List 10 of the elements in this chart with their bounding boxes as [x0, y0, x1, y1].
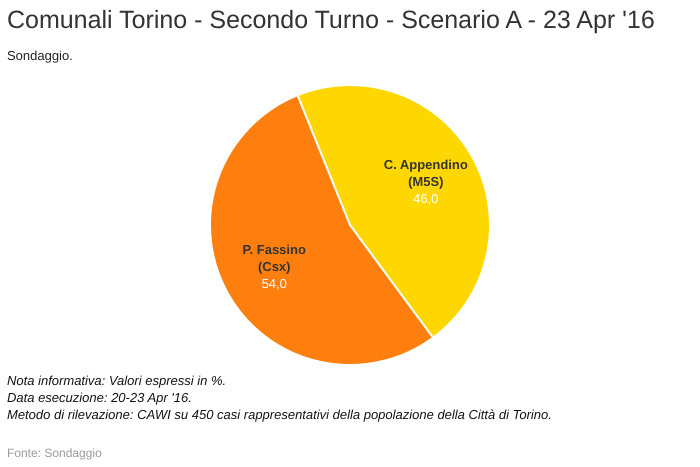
text: Data esecuzione: 20-23 Apr '16. — [7, 389, 193, 406]
source-note: Fonte: Sondaggio — [7, 446, 102, 460]
data-label: 46,0 — [413, 191, 438, 206]
slice-label: C. Appendino (M5S) — [384, 157, 468, 190]
text: Sondaggio. — [7, 48, 73, 63]
text: Nota informativa: Valori espressi in %. — [7, 372, 228, 389]
data-label: 54,0 — [262, 276, 287, 291]
slice-label: P. Fassino (Csx) — [242, 242, 306, 274]
text: Metodo di rilevazione: CAWI su 450 casi rappresentativi della popolazione della Città di Torino. — [7, 406, 552, 423]
chart-title: Comunali Torino - Secondo Turno - Scenario A - 23 Apr '16 — [7, 6, 655, 35]
